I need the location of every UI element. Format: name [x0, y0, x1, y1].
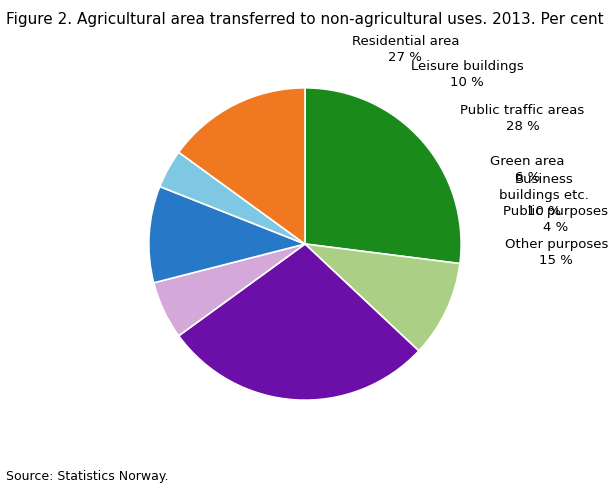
Text: Business
buildings etc.
10 %: Business buildings etc. 10 % [499, 173, 589, 218]
Wedge shape [160, 152, 305, 244]
Wedge shape [154, 244, 305, 336]
Text: Other purposes
15 %: Other purposes 15 % [504, 238, 608, 267]
Wedge shape [179, 88, 305, 244]
Text: Figure 2. Agricultural area transferred to non-agricultural uses. 2013. Per cent: Figure 2. Agricultural area transferred … [6, 12, 604, 27]
Wedge shape [305, 88, 461, 264]
Wedge shape [305, 244, 460, 351]
Wedge shape [179, 244, 419, 400]
Text: Public purposes
4 %: Public purposes 4 % [503, 205, 608, 234]
Text: Green area
6 %: Green area 6 % [490, 155, 565, 183]
Text: Residential area
27 %: Residential area 27 % [351, 35, 459, 64]
Text: Leisure buildings
10 %: Leisure buildings 10 % [411, 60, 523, 89]
Text: Source: Statistics Norway.: Source: Statistics Norway. [6, 470, 168, 483]
Wedge shape [149, 186, 305, 283]
Text: Public traffic areas
28 %: Public traffic areas 28 % [461, 104, 584, 133]
